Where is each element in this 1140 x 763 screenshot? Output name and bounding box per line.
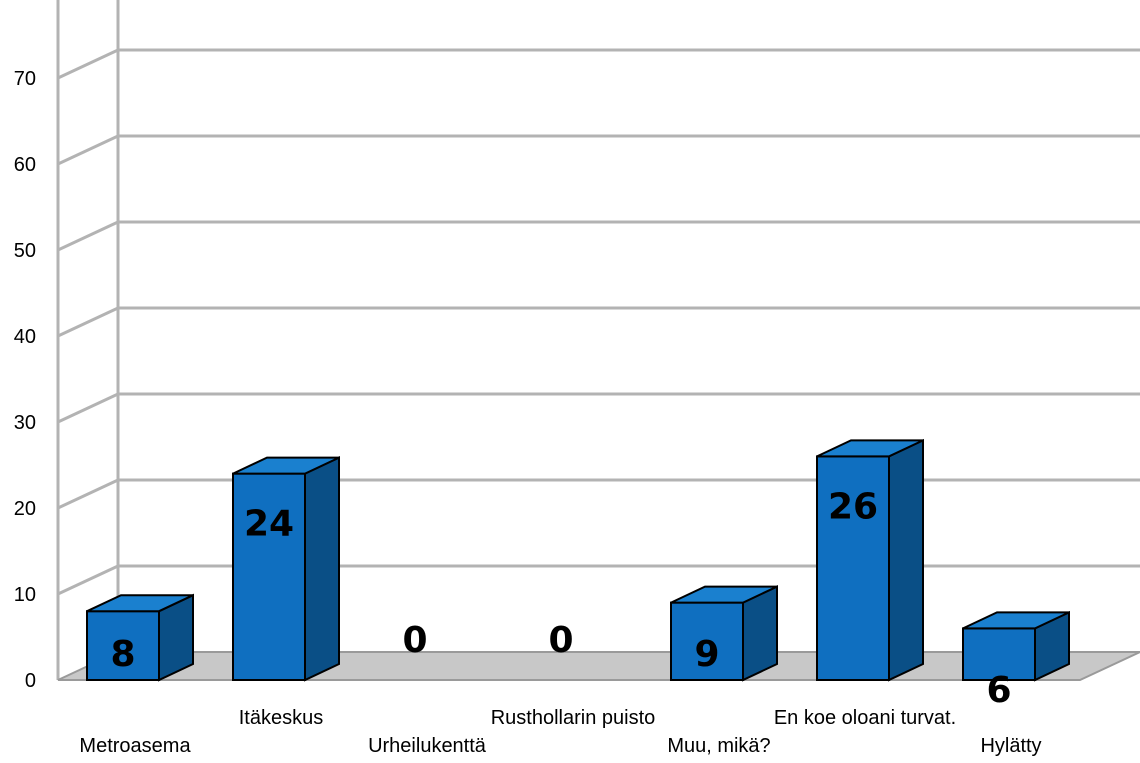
gridline-side — [57, 306, 119, 338]
data-label: 6 — [986, 670, 1011, 711]
gridline-side — [57, 220, 119, 252]
data-label: 0 — [402, 620, 427, 661]
y-tick-label: 60 — [14, 154, 36, 176]
data-label: 24 — [244, 504, 294, 545]
gridline-side — [57, 564, 119, 596]
x-tick-label: Urheilukenttä — [368, 735, 487, 757]
gridline-side — [57, 478, 119, 510]
bar-front — [86, 610, 160, 682]
gridlines — [57, 48, 1140, 596]
bars — [86, 438, 1070, 682]
bar — [232, 456, 340, 682]
y-tick-label: 30 — [14, 412, 36, 434]
data-label: 26 — [828, 486, 878, 527]
gridline-side — [57, 134, 119, 166]
bar-top — [670, 585, 778, 604]
bar — [962, 610, 1070, 682]
bar — [816, 438, 924, 682]
gridline-side — [57, 392, 119, 424]
bar-top — [232, 456, 340, 475]
bar-top — [86, 594, 194, 613]
data-label: 8 — [110, 634, 135, 675]
bar-top — [816, 439, 924, 458]
x-tick-label: Rusthollarin puisto — [491, 707, 656, 729]
bar-side — [888, 438, 924, 682]
y-axis-ticks: 0 10 20 30 40 50 60 70 — [14, 68, 36, 692]
x-tick-label: Hylätty — [980, 735, 1041, 757]
y-tick-label: 70 — [14, 68, 36, 90]
data-label: 0 — [548, 620, 573, 661]
x-tick-label: En koe oloani turvat. — [774, 707, 956, 729]
x-tick-label: Metroasema — [79, 735, 191, 757]
y-tick-label: 0 — [25, 670, 36, 692]
bar — [670, 585, 778, 682]
bar — [86, 593, 194, 682]
y-tick-label: 50 — [14, 240, 36, 262]
y-tick-label: 40 — [14, 326, 36, 348]
gridline-side — [57, 48, 119, 80]
x-axis-categories: Metroasema Itäkeskus UrheilukenttäRustholl… — [79, 707, 1041, 757]
data-labels: 8 24 0 0 9 26 6 — [110, 486, 1011, 711]
bar-front — [670, 601, 744, 681]
y-tick-label: 20 — [14, 498, 36, 520]
x-tick-label: Muu, mikä? — [667, 735, 770, 757]
y-tick-label: 10 — [14, 584, 36, 606]
bar-side — [304, 456, 340, 682]
bar-front — [816, 455, 890, 681]
data-label: 9 — [694, 634, 719, 675]
x-tick-label: Itäkeskus — [239, 707, 323, 729]
bar-top — [962, 611, 1070, 630]
chart-walls — [56, 0, 120, 680]
bar-front — [962, 627, 1036, 682]
